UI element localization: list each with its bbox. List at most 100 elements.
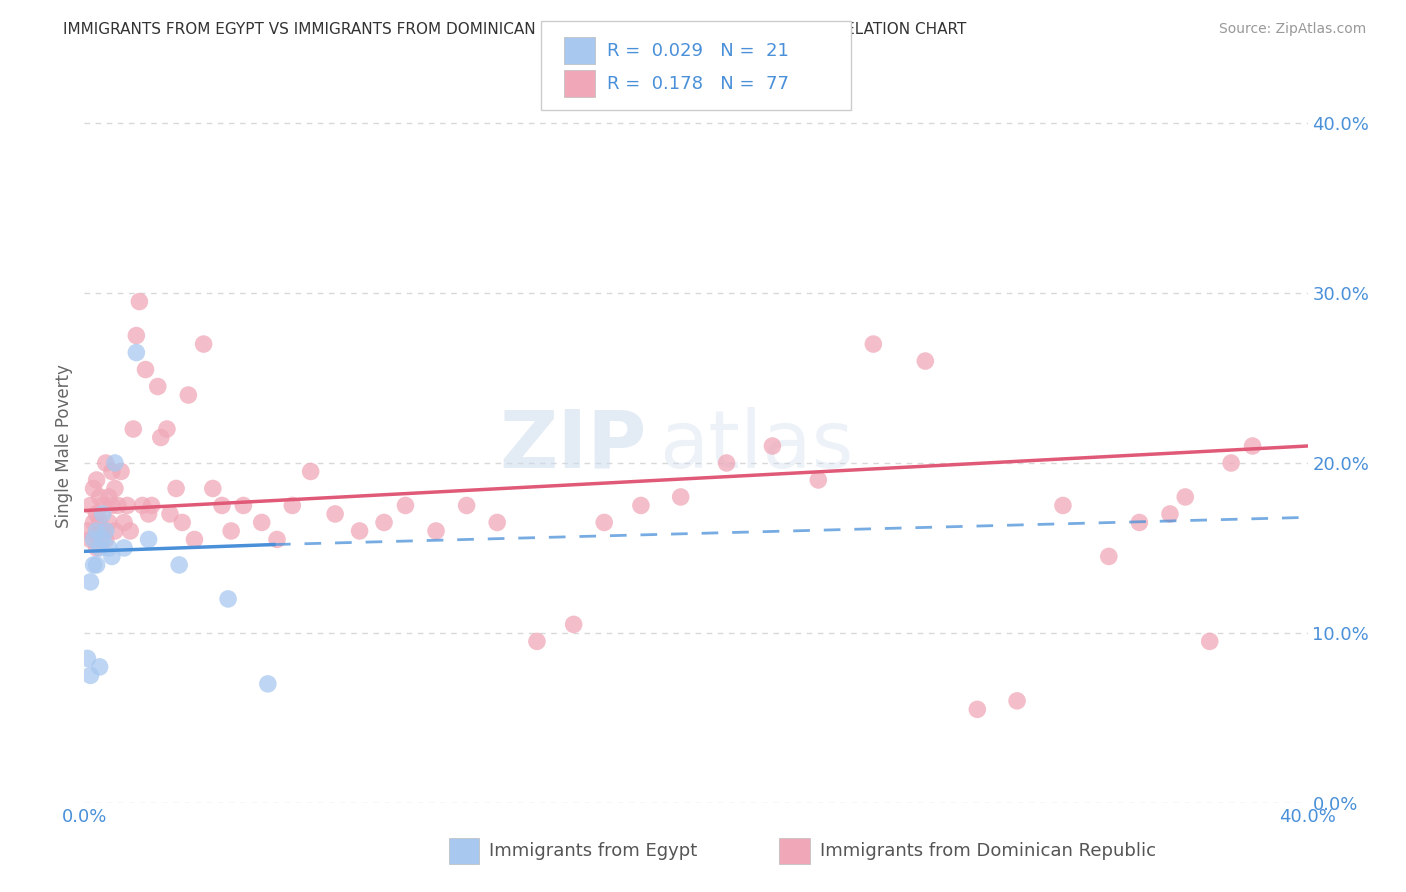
Point <box>193 337 215 351</box>
Point <box>172 516 194 530</box>
Point <box>217 591 239 606</box>
Point <box>89 541 111 555</box>
Point <box>94 524 117 538</box>
Point <box>183 533 205 547</box>
Point <box>89 516 111 530</box>
Point <box>97 516 120 530</box>
Point <box>1052 499 1074 513</box>
Point <box>89 533 111 547</box>
Point <box>101 465 124 479</box>
Point <box>125 328 148 343</box>
Point <box>323 507 346 521</box>
Point <box>250 516 273 530</box>
Point <box>89 490 111 504</box>
Point <box>79 533 101 547</box>
Point <box>177 388 200 402</box>
Point <box>115 499 138 513</box>
Point <box>526 634 548 648</box>
Point <box>761 439 783 453</box>
Point <box>394 499 416 513</box>
Point <box>97 490 120 504</box>
Point <box>135 362 157 376</box>
Point <box>120 524 142 538</box>
Point <box>167 558 190 572</box>
Point <box>138 507 160 521</box>
Point <box>1128 516 1150 530</box>
Point <box>107 499 129 513</box>
Point <box>83 516 105 530</box>
Point <box>91 533 114 547</box>
Point <box>86 473 108 487</box>
Point <box>966 702 988 716</box>
Point <box>486 516 509 530</box>
Point <box>76 651 98 665</box>
Point <box>211 499 233 513</box>
Point <box>159 507 181 521</box>
Point <box>128 294 150 309</box>
Point <box>112 541 135 555</box>
Point <box>862 337 884 351</box>
Point <box>76 524 98 538</box>
Point <box>562 617 585 632</box>
Point <box>94 533 117 547</box>
Point <box>146 379 169 393</box>
Point <box>112 516 135 530</box>
Point <box>373 516 395 530</box>
Point <box>349 524 371 538</box>
Point <box>1241 439 1264 453</box>
Point <box>914 354 936 368</box>
Point <box>138 533 160 547</box>
Point <box>86 558 108 572</box>
Point <box>91 524 114 538</box>
Point <box>141 499 163 513</box>
Point <box>122 422 145 436</box>
Point <box>232 499 254 513</box>
Point <box>79 668 101 682</box>
Point <box>110 465 132 479</box>
Point <box>1005 694 1028 708</box>
Point <box>86 524 108 538</box>
Point <box>219 524 242 538</box>
Point <box>201 482 224 496</box>
Point <box>149 430 172 444</box>
Point <box>630 499 652 513</box>
Point <box>79 499 101 513</box>
Text: Immigrants from Egypt: Immigrants from Egypt <box>489 842 697 860</box>
Point <box>1174 490 1197 504</box>
Y-axis label: Single Male Poverty: Single Male Poverty <box>55 364 73 528</box>
Point <box>91 507 114 521</box>
Text: Source: ZipAtlas.com: Source: ZipAtlas.com <box>1219 22 1367 37</box>
Point <box>104 482 127 496</box>
Point <box>83 558 105 572</box>
Point <box>165 482 187 496</box>
Point <box>125 345 148 359</box>
Point <box>1159 507 1181 521</box>
Text: R =  0.029   N =  21: R = 0.029 N = 21 <box>607 42 789 60</box>
Point <box>593 516 616 530</box>
Point <box>669 490 692 504</box>
Point <box>94 456 117 470</box>
Point <box>86 507 108 521</box>
Point <box>91 499 114 513</box>
Point <box>1098 549 1121 564</box>
Point <box>1220 456 1243 470</box>
Point <box>79 574 101 589</box>
Text: ZIP: ZIP <box>499 407 647 485</box>
Point <box>716 456 738 470</box>
Text: R =  0.178   N =  77: R = 0.178 N = 77 <box>607 75 789 93</box>
Point <box>257 677 280 691</box>
Point <box>156 422 179 436</box>
Point <box>425 524 447 538</box>
Point <box>97 541 120 555</box>
Point <box>86 541 108 555</box>
Point <box>101 499 124 513</box>
Point <box>281 499 304 513</box>
Point <box>266 533 288 547</box>
Text: Immigrants from Dominican Republic: Immigrants from Dominican Republic <box>820 842 1156 860</box>
Point <box>299 465 322 479</box>
Point <box>83 482 105 496</box>
Point <box>89 660 111 674</box>
Point <box>104 456 127 470</box>
Point <box>456 499 478 513</box>
Point <box>131 499 153 513</box>
